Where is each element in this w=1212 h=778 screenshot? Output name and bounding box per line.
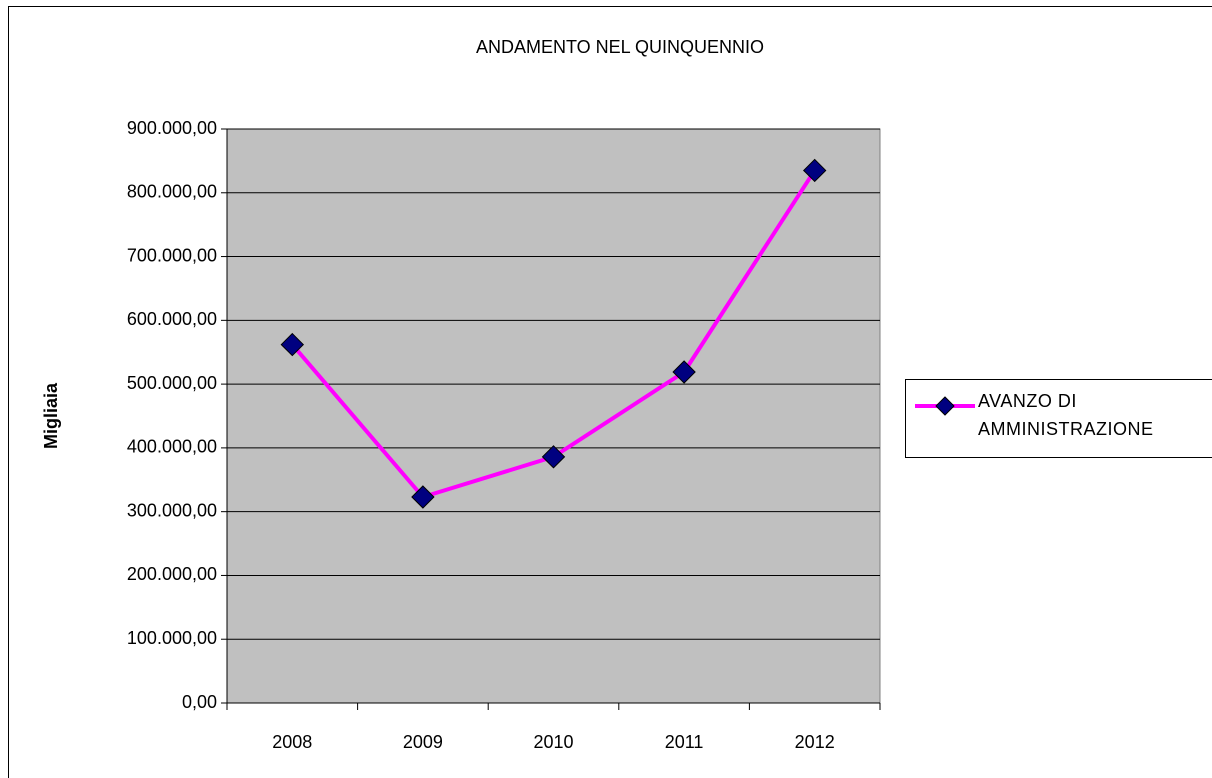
y-tick-label: 900.000,00 [127, 118, 217, 138]
x-tick-label: 2011 [665, 732, 704, 752]
y-tick-label: 200.000,00 [127, 564, 217, 584]
point-marker [672, 360, 696, 384]
legend-box [905, 379, 1212, 458]
point-marker [411, 485, 435, 509]
plot-area [226, 128, 881, 704]
point-marker [802, 158, 827, 183]
point-marker [280, 332, 305, 357]
y-tick-label: 500.000,00 [127, 373, 217, 393]
y-tick-label: 800.000,00 [127, 182, 217, 202]
x-tick-label: 2008 [272, 732, 312, 752]
y-tick-label: 100.000,00 [127, 628, 217, 648]
legend-label: AVANZO DI AMMINISTRAZIONE [978, 391, 1154, 439]
x-tick-label: 2009 [403, 732, 443, 752]
legend-marker [935, 396, 955, 416]
y-tick-label: 600.000,00 [127, 309, 217, 329]
y-tick-label: 400.000,00 [127, 437, 217, 457]
y-axis-title: Migliaia [41, 382, 61, 449]
point-marker [541, 445, 566, 469]
x-tick-label: 2010 [533, 732, 573, 752]
chart-title: ANDAMENTO NEL QUINQUENNIO [476, 37, 764, 57]
x-tick-label: 2012 [795, 732, 835, 752]
y-tick-label: 300.000,00 [127, 500, 217, 520]
y-tick-label: 700.000,00 [127, 245, 217, 265]
y-tick-label: 0,00 [182, 692, 217, 712]
